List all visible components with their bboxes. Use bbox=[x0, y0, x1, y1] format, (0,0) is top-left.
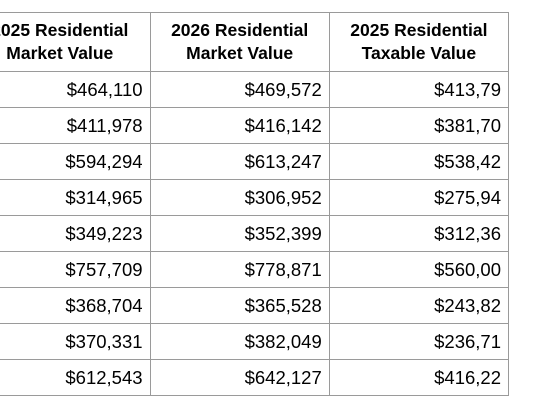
data-table: 2025 Residential Market Value 2026 Resid… bbox=[0, 12, 510, 396]
table-row: $368,704 $365,528 $243,82 bbox=[0, 287, 510, 324]
table-row: $411,978 $416,142 $381,70 bbox=[0, 107, 510, 144]
table-cell[interactable]: $413,79 bbox=[328, 71, 510, 108]
table-cell[interactable]: $416,142 bbox=[149, 107, 330, 144]
table-cell[interactable]: $381,70 bbox=[328, 107, 510, 144]
table-cell[interactable]: $312,36 bbox=[328, 215, 510, 252]
table-cell[interactable]: $538,42 bbox=[328, 143, 510, 180]
table-cell[interactable]: $370,331 bbox=[0, 323, 151, 360]
table-cell[interactable]: $613,247 bbox=[149, 143, 330, 180]
table-cell[interactable]: $314,965 bbox=[0, 179, 151, 216]
table-cell[interactable]: $560,00 bbox=[328, 251, 510, 288]
table-cell[interactable]: $594,294 bbox=[0, 143, 151, 180]
table-cell[interactable]: $612,543 bbox=[0, 359, 151, 396]
table-row: $757,709 $778,871 $560,00 bbox=[0, 251, 510, 288]
column-header-2026-residential-market-value[interactable]: 2026 Residential Market Value bbox=[149, 12, 330, 72]
table-row: $349,223 $352,399 $312,36 bbox=[0, 215, 510, 252]
table-row: $464,110 $469,572 $413,79 bbox=[0, 71, 510, 108]
table-cell[interactable]: $352,399 bbox=[149, 215, 330, 252]
table-cell[interactable]: $349,223 bbox=[0, 215, 151, 252]
table-cell[interactable]: $306,952 bbox=[149, 179, 330, 216]
header-row: 2025 Residential Market Value 2026 Resid… bbox=[0, 12, 510, 72]
table-cell[interactable]: $642,127 bbox=[149, 359, 330, 396]
table-row: $612,543 $642,127 $416,22 bbox=[0, 359, 510, 396]
table-cell[interactable]: $368,704 bbox=[0, 287, 151, 324]
table-cell[interactable]: $464,110 bbox=[0, 71, 151, 108]
table-row: $314,965 $306,952 $275,94 bbox=[0, 179, 510, 216]
table-cell[interactable]: $757,709 bbox=[0, 251, 151, 288]
table-row: $594,294 $613,247 $538,42 bbox=[0, 143, 510, 180]
column-header-2025-residential-taxable-value[interactable]: 2025 Residential Taxable Value bbox=[328, 12, 510, 72]
column-header-2025-residential-market-value[interactable]: 2025 Residential Market Value bbox=[0, 12, 151, 72]
table-row: $370,331 $382,049 $236,71 bbox=[0, 323, 510, 360]
table-cell[interactable]: $778,871 bbox=[149, 251, 330, 288]
table-cell[interactable]: $416,22 bbox=[328, 359, 510, 396]
table-cell[interactable]: $365,528 bbox=[149, 287, 330, 324]
table-cell[interactable]: $243,82 bbox=[328, 287, 510, 324]
table-cell[interactable]: $275,94 bbox=[328, 179, 510, 216]
table-cell[interactable]: $382,049 bbox=[149, 323, 330, 360]
table-cell[interactable]: $469,572 bbox=[149, 71, 330, 108]
table-cell[interactable]: $411,978 bbox=[0, 107, 151, 144]
table-cell[interactable]: $236,71 bbox=[328, 323, 510, 360]
